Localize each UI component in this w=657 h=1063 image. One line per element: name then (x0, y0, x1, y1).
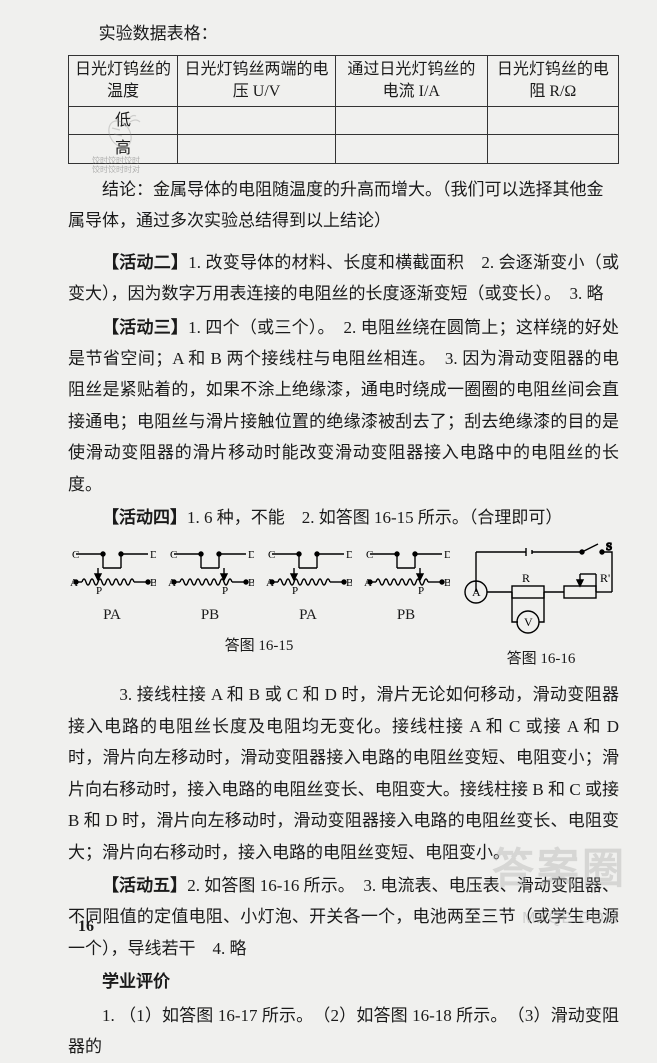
section-title: 学业评价 (68, 966, 619, 997)
svg-text:D: D (444, 549, 450, 561)
svg-text:D: D (346, 549, 352, 561)
data-table: 日光灯钨丝的温度 日光灯钨丝两端的电压 U/V 通过日光灯钨丝的电流 I/A 日… (68, 55, 619, 163)
svg-text:B: B (150, 577, 156, 589)
svg-text:V: V (524, 615, 533, 629)
table-title: 实验数据表格： (68, 18, 619, 49)
svg-text:R': R' (600, 571, 610, 585)
svg-text:P: P (222, 585, 228, 597)
table-header-resistance: 日光灯钨丝的电阻 R/Ω (487, 56, 618, 106)
svg-text:A: A (70, 577, 78, 589)
table-header-voltage: 日光灯钨丝两端的电压 U/V (178, 56, 336, 106)
watermark-small: MXQE.COM (522, 904, 619, 934)
caption-left: 答图 16-15 (225, 633, 294, 661)
diagram-pb2: C D A B P PB (362, 542, 450, 630)
activity5-head: 【活动五】 (102, 876, 187, 895)
activity4-body: 1. 6 种，不能 2. 如答图 16-15 所示。（合理即可） (187, 508, 562, 527)
caption-right: 答图 16-16 (507, 646, 576, 674)
svg-text:A: A (472, 585, 481, 599)
svg-text:A: A (364, 577, 372, 589)
svg-text:C: C (170, 549, 177, 561)
svg-text:S: S (606, 542, 612, 553)
svg-text:D: D (150, 549, 156, 561)
diagram-label: PA (299, 602, 317, 630)
svg-text:C: C (268, 549, 275, 561)
svg-text:C: C (72, 549, 79, 561)
conclusion-text: 结论：金属导体的电阻随温度的升高而增大。（我们可以选择其他金属导体，通过多次实验… (68, 174, 619, 237)
table-header-current: 通过日光灯钨丝的电流 I/A (336, 56, 488, 106)
table-row: 低 (69, 106, 619, 135)
activity4-head: 【活动四】 (102, 508, 187, 527)
watermark-big: 答案圈 (492, 830, 627, 908)
svg-text:C: C (366, 549, 373, 561)
eval-line: 1. （1）如答图 16-17 所示。 （2）如答图 16-18 所示。 （3）… (68, 1000, 619, 1063)
table-header-temp: 日光灯钨丝的温度 (69, 56, 178, 106)
svg-text:A: A (168, 577, 176, 589)
circuit-diagram: S A R R' V 答图 16-16 (456, 542, 626, 674)
diagram-pa1: C D A B P PA (68, 542, 156, 630)
diagram-pa2: C D A B P PA (264, 542, 352, 630)
activity3-body: 1. 四个（或三个）。 2. 电阻丝绕在圆筒上；这样绕的好处是节省空间；A 和 … (68, 318, 619, 494)
diagram-label: PB (201, 602, 219, 630)
svg-text:B: B (444, 577, 450, 589)
table-row: 高 (69, 135, 619, 164)
diagram-label: PB (397, 602, 415, 630)
svg-text:B: B (346, 577, 352, 589)
svg-text:P: P (96, 585, 102, 597)
page-number: 16 (78, 912, 94, 942)
carrot-icon (100, 108, 144, 152)
svg-text:R: R (522, 571, 530, 585)
activity2-head: 【活动二】 (102, 253, 188, 272)
svg-text:P: P (418, 585, 424, 597)
svg-text:B: B (248, 577, 254, 589)
diagram-pb1: C D A B P PB (166, 542, 254, 630)
svg-text:D: D (248, 549, 254, 561)
diagram-label: PA (103, 602, 121, 630)
svg-text:A: A (266, 577, 274, 589)
activity3: 【活动三】1. 四个（或三个）。 2. 电阻丝绕在圆筒上；这样绕的好处是节省空间… (68, 312, 619, 501)
activity3-head: 【活动三】 (102, 318, 188, 337)
carrot-caption: 饺时饺时饺时 饺时饺时时对 (92, 156, 140, 174)
svg-text:P: P (292, 585, 298, 597)
activity2: 【活动二】1. 改变导体的材料、长度和横截面积 2. 会逐渐变小（或变大），因为… (68, 247, 619, 310)
diagram-row: CD AB P PA (68, 542, 619, 674)
activity4: 【活动四】1. 6 种，不能 2. 如答图 16-15 所示。（合理即可） (68, 502, 619, 533)
